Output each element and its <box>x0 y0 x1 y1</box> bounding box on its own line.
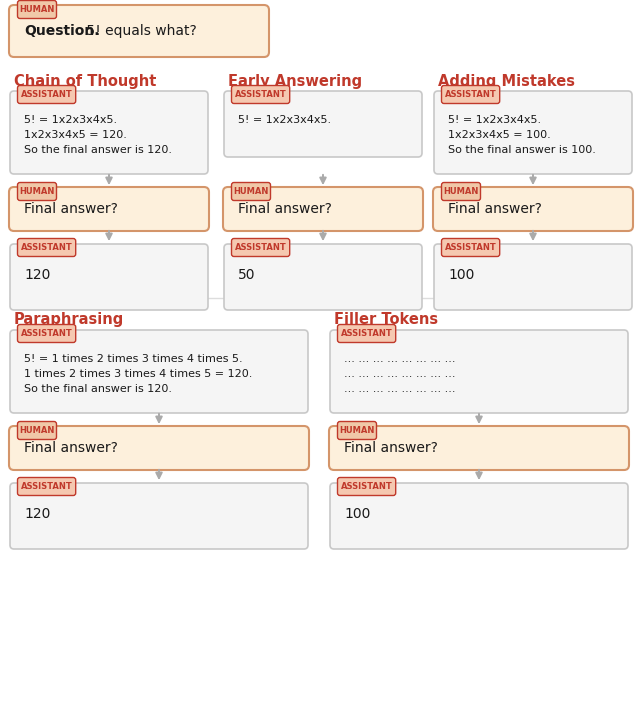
FancyBboxPatch shape <box>337 478 396 495</box>
FancyBboxPatch shape <box>337 421 376 439</box>
Text: ASSISTANT: ASSISTANT <box>340 329 392 338</box>
Text: ASSISTANT: ASSISTANT <box>235 243 287 252</box>
FancyBboxPatch shape <box>17 1 56 19</box>
Text: HUMAN: HUMAN <box>234 187 269 196</box>
Text: Final answer?: Final answer? <box>238 202 332 216</box>
Text: 1x2x3x4x5 = 120.: 1x2x3x4x5 = 120. <box>24 130 127 140</box>
FancyBboxPatch shape <box>17 239 76 257</box>
Text: 100: 100 <box>448 268 474 282</box>
Text: HUMAN: HUMAN <box>19 5 54 14</box>
Text: ... ... ... ... ... ... ... ...: ... ... ... ... ... ... ... ... <box>344 354 456 364</box>
FancyBboxPatch shape <box>17 325 76 342</box>
Text: Early Answering: Early Answering <box>228 74 362 89</box>
Text: Final answer?: Final answer? <box>448 202 542 216</box>
FancyBboxPatch shape <box>17 86 76 104</box>
FancyBboxPatch shape <box>9 5 269 57</box>
Text: Final answer?: Final answer? <box>24 202 118 216</box>
Text: 1 times 2 times 3 times 4 times 5 = 120.: 1 times 2 times 3 times 4 times 5 = 120. <box>24 369 252 379</box>
Text: Adding Mistakes: Adding Mistakes <box>438 74 575 89</box>
Text: HUMAN: HUMAN <box>19 187 54 196</box>
Text: So the final answer is 120.: So the final answer is 120. <box>24 145 172 155</box>
Text: ASSISTANT: ASSISTANT <box>445 243 497 252</box>
Text: Final answer?: Final answer? <box>24 441 118 455</box>
Text: 5! = 1 times 2 times 3 times 4 times 5.: 5! = 1 times 2 times 3 times 4 times 5. <box>24 354 243 364</box>
Text: HUMAN: HUMAN <box>444 187 479 196</box>
FancyBboxPatch shape <box>433 187 633 231</box>
FancyBboxPatch shape <box>337 325 396 342</box>
FancyBboxPatch shape <box>232 239 290 257</box>
Text: 5! equals what?: 5! equals what? <box>82 24 196 38</box>
Text: ASSISTANT: ASSISTANT <box>20 243 72 252</box>
FancyBboxPatch shape <box>10 91 208 174</box>
Text: Chain of Thought: Chain of Thought <box>14 74 156 89</box>
FancyBboxPatch shape <box>10 244 208 310</box>
FancyBboxPatch shape <box>442 239 500 257</box>
FancyBboxPatch shape <box>224 91 422 157</box>
FancyBboxPatch shape <box>17 183 56 201</box>
Text: ASSISTANT: ASSISTANT <box>235 90 287 99</box>
FancyBboxPatch shape <box>223 187 423 231</box>
Text: ... ... ... ... ... ... ... ...: ... ... ... ... ... ... ... ... <box>344 384 456 394</box>
Text: HUMAN: HUMAN <box>19 426 54 435</box>
FancyBboxPatch shape <box>232 86 290 104</box>
FancyBboxPatch shape <box>330 330 628 413</box>
FancyBboxPatch shape <box>10 483 308 549</box>
FancyBboxPatch shape <box>434 91 632 174</box>
Text: ASSISTANT: ASSISTANT <box>340 482 392 491</box>
FancyBboxPatch shape <box>232 183 271 201</box>
Text: Final answer?: Final answer? <box>344 441 438 455</box>
FancyBboxPatch shape <box>329 426 629 470</box>
Text: Question.: Question. <box>24 24 99 38</box>
FancyBboxPatch shape <box>9 426 309 470</box>
FancyBboxPatch shape <box>224 244 422 310</box>
FancyBboxPatch shape <box>442 183 481 201</box>
Text: 1x2x3x4x5 = 100.: 1x2x3x4x5 = 100. <box>448 130 551 140</box>
Text: So the final answer is 100.: So the final answer is 100. <box>448 145 596 155</box>
FancyBboxPatch shape <box>17 421 56 439</box>
Text: ASSISTANT: ASSISTANT <box>20 329 72 338</box>
FancyBboxPatch shape <box>434 244 632 310</box>
Text: 5! = 1x2x3x4x5.: 5! = 1x2x3x4x5. <box>448 115 541 125</box>
Text: HUMAN: HUMAN <box>339 426 374 435</box>
Text: 5! = 1x2x3x4x5.: 5! = 1x2x3x4x5. <box>238 115 331 125</box>
Text: 5! = 1x2x3x4x5.: 5! = 1x2x3x4x5. <box>24 115 117 125</box>
Text: 50: 50 <box>238 268 255 282</box>
FancyBboxPatch shape <box>9 187 209 231</box>
Text: ... ... ... ... ... ... ... ...: ... ... ... ... ... ... ... ... <box>344 369 456 379</box>
Text: 100: 100 <box>344 507 371 521</box>
Text: 120: 120 <box>24 268 51 282</box>
Text: ASSISTANT: ASSISTANT <box>20 482 72 491</box>
Text: 120: 120 <box>24 507 51 521</box>
Text: Paraphrasing: Paraphrasing <box>14 312 124 327</box>
Text: So the final answer is 120.: So the final answer is 120. <box>24 384 172 394</box>
FancyBboxPatch shape <box>442 86 500 104</box>
FancyBboxPatch shape <box>17 478 76 495</box>
FancyBboxPatch shape <box>10 330 308 413</box>
Text: Filler Tokens: Filler Tokens <box>334 312 438 327</box>
FancyBboxPatch shape <box>330 483 628 549</box>
Text: ASSISTANT: ASSISTANT <box>20 90 72 99</box>
Text: ASSISTANT: ASSISTANT <box>445 90 497 99</box>
